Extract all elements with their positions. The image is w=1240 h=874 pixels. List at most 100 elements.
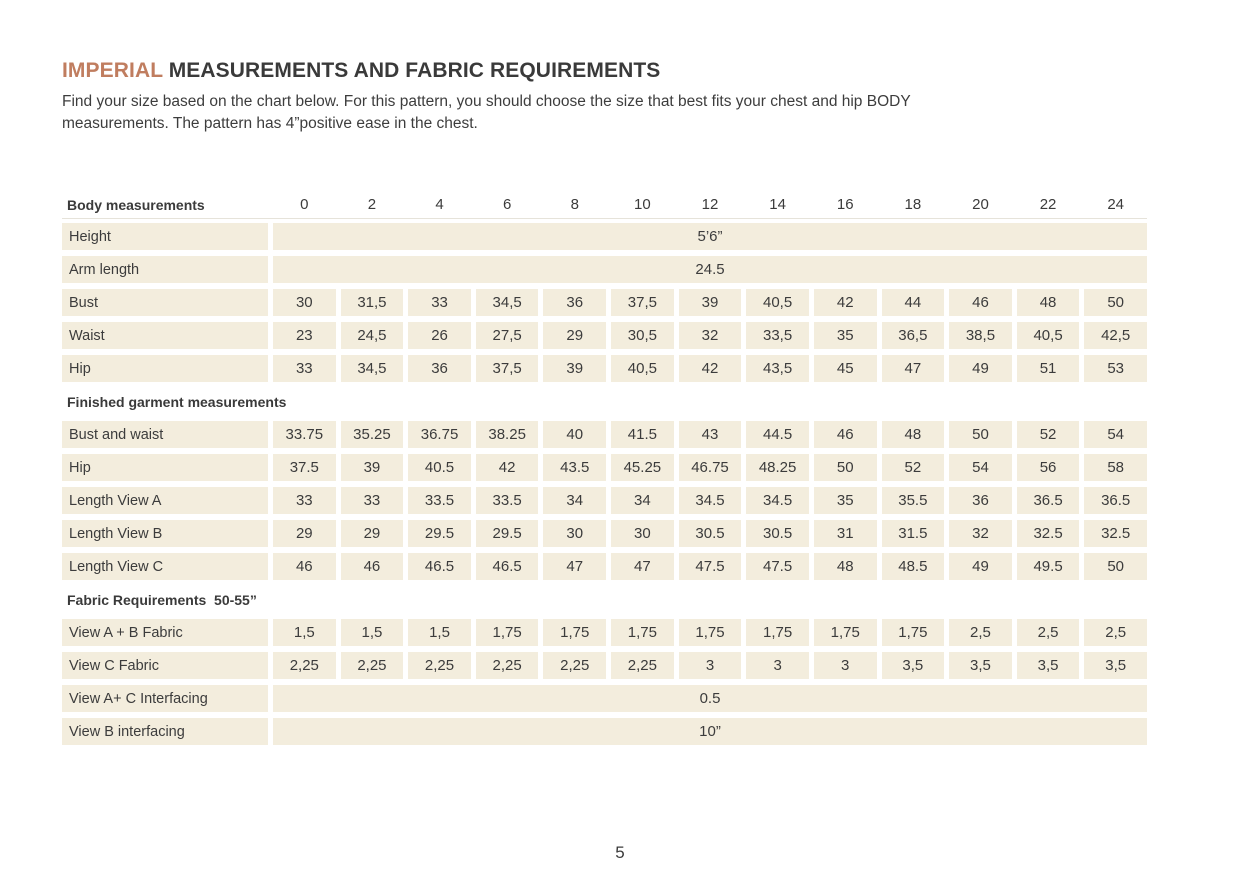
value-cell: 33 — [340, 487, 404, 514]
value-cell: 48 — [881, 421, 945, 448]
value-cell: 45 — [813, 355, 877, 382]
value-cell: 42 — [813, 289, 877, 316]
page-header: IMPERIAL MEASUREMENTS AND FABRIC REQUIRE… — [62, 58, 1147, 135]
value-cell: 2,25 — [611, 652, 674, 679]
size-table: Body measurements 0 2 4 6 8 10 12 14 16 18 20 22 24 He… — [62, 193, 1147, 751]
span-value-cell: 24.5 — [273, 256, 1147, 283]
value-cell: 27,5 — [475, 322, 539, 349]
value-cell: 52 — [881, 454, 945, 481]
row-label: Length View A — [62, 487, 268, 514]
value-cell: 2,25 — [273, 652, 336, 679]
value-cell: 33 — [273, 355, 336, 382]
value-cell: 36 — [949, 487, 1012, 514]
value-cell: 36.5 — [1084, 487, 1147, 514]
table-row-hip: Hip 33 34,5 36 37,5 39 40,5 42 43,5 45 47 49 51 53 — [62, 355, 1147, 382]
value-cell: 49 — [949, 355, 1012, 382]
value-cell: 32 — [949, 520, 1012, 547]
row-label: Height — [62, 223, 268, 250]
value-cell: 44.5 — [746, 421, 809, 448]
size-column-header-24: 24 — [1107, 196, 1125, 213]
value-cell: 24,5 — [340, 322, 404, 349]
value-cell: 37,5 — [611, 289, 674, 316]
value-cell: 42,5 — [1084, 322, 1147, 349]
value-cell: 29.5 — [475, 520, 539, 547]
value-cell: 58 — [1084, 454, 1147, 481]
value-cell: 1,5 — [340, 619, 404, 646]
value-cell: 48 — [813, 553, 877, 580]
table-row-bust: Bust 30 31,5 33 34,5 36 37,5 39 40,5 42 44 46 48 50 — [62, 289, 1147, 316]
value-cell: 37,5 — [475, 355, 539, 382]
value-cell: 36.5 — [1016, 487, 1080, 514]
value-cell: 33.5 — [408, 487, 471, 514]
value-cell: 3 — [746, 652, 809, 679]
value-cell: 36 — [543, 289, 607, 316]
value-cell: 46 — [273, 553, 336, 580]
section-heading-fabric-requirements-50-55: Fabric Requirements 50-55” — [67, 591, 257, 608]
value-cell: 29 — [340, 520, 404, 547]
value-cell: 53 — [1084, 355, 1147, 382]
value-cell: 1,75 — [746, 619, 809, 646]
value-cell: 34,5 — [340, 355, 404, 382]
value-cell: 1,75 — [881, 619, 945, 646]
value-cell: 54 — [1084, 421, 1147, 448]
value-cell: 35 — [813, 322, 877, 349]
value-cell: 32.5 — [1016, 520, 1080, 547]
table-row-arm-length: Arm length 24.5 — [62, 256, 1147, 283]
value-cell: 48.25 — [746, 454, 809, 481]
value-cell: 40,5 — [746, 289, 809, 316]
size-column-header-2: 2 — [367, 196, 377, 213]
value-cell: 30.5 — [746, 520, 809, 547]
value-cell: 2,5 — [1084, 619, 1147, 646]
value-cell: 51 — [1016, 355, 1080, 382]
value-cell: 52 — [1016, 421, 1080, 448]
value-cell: 50 — [949, 421, 1012, 448]
size-column-header-18: 18 — [904, 196, 922, 213]
value-cell: 39 — [543, 355, 607, 382]
table-row-view-a-b-fabric: View A + B Fabric 1,5 1,5 1,5 1,75 1,75 1,75 1,… — [62, 619, 1147, 646]
value-cell: 30,5 — [611, 322, 674, 349]
section-heading-finished-garment-measurements: Finished garment measurements — [67, 393, 287, 410]
value-cell: 30 — [611, 520, 674, 547]
table-row-length-view-c: Length View C 46 46 46.5 46.5 47 47 47.5 47.5 48 4… — [62, 553, 1147, 580]
value-cell: 29.5 — [408, 520, 471, 547]
row-label: Length View C — [62, 553, 268, 580]
table-row-view-a-c-interfacing: View A+ C Interfacing 0.5 — [62, 685, 1147, 712]
span-value-cell: 5’6” — [273, 223, 1147, 250]
table-row-waist: Waist 23 24,5 26 27,5 29 30,5 32 33,5 35 36,5 38,5 4… — [62, 322, 1147, 349]
value-cell: 49.5 — [1016, 553, 1080, 580]
value-cell: 31 — [813, 520, 877, 547]
table-row-hip: Hip 37.5 39 40.5 42 43.5 45.25 46.75 48.25 50 52 54… — [62, 454, 1147, 481]
value-cell: 46.5 — [475, 553, 539, 580]
value-cell: 48 — [1016, 289, 1080, 316]
value-cell: 1,75 — [543, 619, 607, 646]
value-cell: 46.5 — [408, 553, 471, 580]
value-cell: 29 — [543, 322, 607, 349]
value-cell: 39 — [678, 289, 742, 316]
size-column-header-14: 14 — [769, 196, 786, 213]
page-title-rest: MEASUREMENTS AND FABRIC REQUIREMENTS — [162, 59, 661, 82]
size-column-header-10: 10 — [634, 196, 651, 213]
value-cell: 34 — [611, 487, 674, 514]
value-cell: 54 — [949, 454, 1012, 481]
value-cell: 56 — [1016, 454, 1080, 481]
row-label: Hip — [62, 454, 268, 481]
table-row-length-view-a: Length View A 33 33 33.5 33.5 34 34 34.5 34.5 35 3… — [62, 487, 1147, 514]
row-label: View A+ C Interfacing — [62, 685, 268, 712]
value-cell: 46 — [340, 553, 404, 580]
value-cell: 47.5 — [746, 553, 809, 580]
value-cell: 40.5 — [408, 454, 471, 481]
value-cell: 48.5 — [881, 553, 945, 580]
value-cell: 35 — [813, 487, 877, 514]
value-cell: 1,5 — [408, 619, 471, 646]
size-column-header-20: 20 — [972, 196, 989, 213]
value-cell: 31,5 — [340, 289, 404, 316]
value-cell: 43.5 — [543, 454, 607, 481]
value-cell: 23 — [273, 322, 336, 349]
value-cell: 43,5 — [746, 355, 809, 382]
table-row-view-b-interfacing: View B interfacing 10” — [62, 718, 1147, 745]
row-label: Bust — [62, 289, 268, 316]
value-cell: 3,5 — [1084, 652, 1147, 679]
value-cell: 1,75 — [678, 619, 742, 646]
value-cell: 50 — [1084, 553, 1147, 580]
value-cell: 50 — [1084, 289, 1147, 316]
